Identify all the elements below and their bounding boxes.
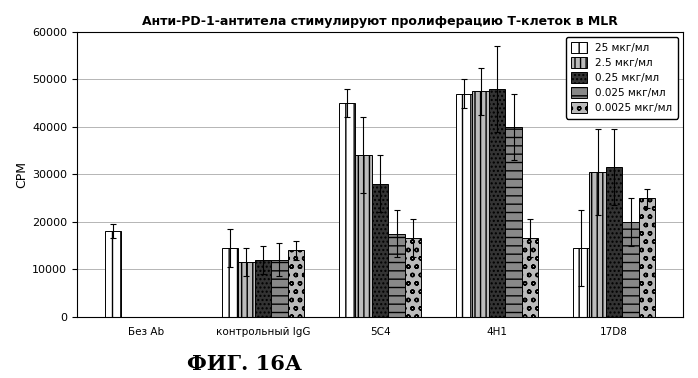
Bar — [222, 248, 238, 317]
Bar — [105, 231, 121, 317]
Bar — [489, 89, 505, 317]
Bar — [272, 260, 288, 317]
Bar — [623, 222, 639, 317]
Title: Анти-PD-1-антитела стимулируют пролиферацию Т-клеток в MLR: Анти-PD-1-антитела стимулируют пролифера… — [142, 15, 618, 28]
Bar — [473, 91, 489, 317]
Bar — [505, 127, 522, 317]
Bar — [238, 262, 255, 317]
Bar — [255, 260, 272, 317]
Bar — [388, 234, 405, 317]
Y-axis label: CPM: CPM — [15, 161, 28, 188]
Bar — [355, 155, 372, 317]
Bar — [456, 94, 473, 317]
Bar — [339, 103, 355, 317]
Bar — [606, 167, 623, 317]
Bar — [639, 198, 655, 317]
Bar — [573, 248, 589, 317]
Legend: 25 мкг/мл, 2.5 мкг/мл, 0.25 мкг/мл, 0.025 мкг/мл, 0.0025 мкг/мл: 25 мкг/мл, 2.5 мкг/мл, 0.25 мкг/мл, 0.02… — [566, 37, 678, 119]
Text: ФИГ. 16А: ФИГ. 16А — [187, 354, 302, 374]
Bar — [372, 184, 388, 317]
Bar — [589, 172, 606, 317]
Bar — [522, 239, 538, 317]
Bar — [405, 239, 422, 317]
Bar — [288, 250, 304, 317]
